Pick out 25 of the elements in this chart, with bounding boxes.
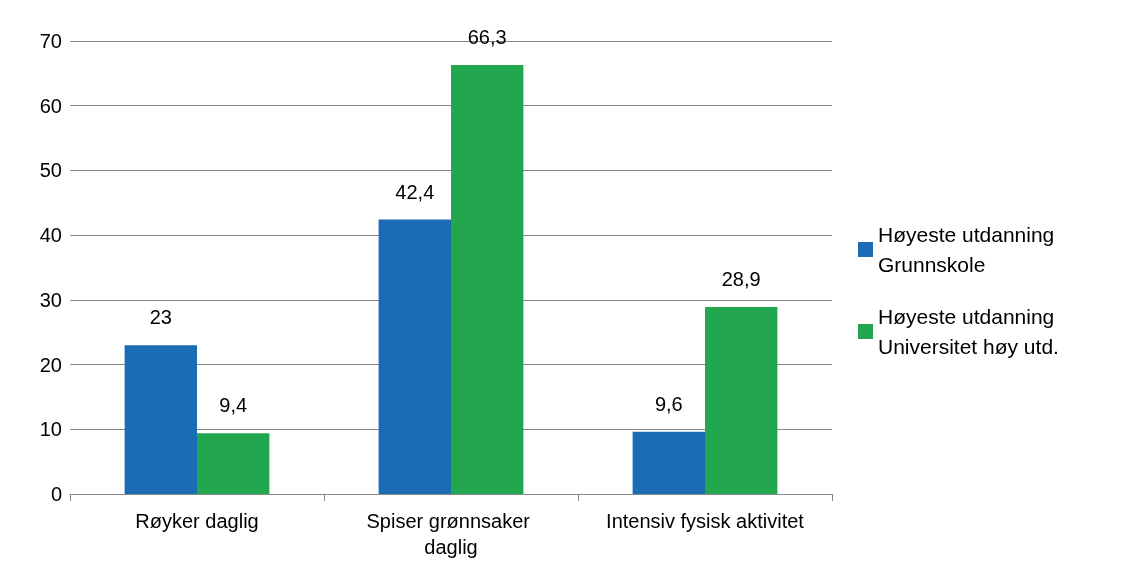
data-label: 66,3 xyxy=(467,25,507,48)
y-tick-label: 10 xyxy=(39,418,62,441)
y-tick-label: 60 xyxy=(39,94,62,117)
y-tick-label: 70 xyxy=(39,30,62,52)
data-label: 9,6 xyxy=(654,392,683,415)
bar xyxy=(451,64,524,494)
legend-label: Høyeste utdanning Grunnskole xyxy=(878,223,1061,276)
x-tick-label: Røyker daglig xyxy=(135,510,259,532)
legend-label: Høyeste utdanning Universitet høy utd. xyxy=(878,305,1061,358)
x-tick-label: Intensiv fysisk aktivitet xyxy=(606,510,805,532)
data-label: 42,4 xyxy=(395,180,435,203)
y-tick-label: 30 xyxy=(39,288,62,311)
bar xyxy=(705,306,778,494)
y-tick-label: 40 xyxy=(39,224,62,247)
bar xyxy=(197,433,270,494)
y-tick-label: 50 xyxy=(39,159,62,182)
x-tick-label: Spiser grønnsaker daglig xyxy=(366,510,536,558)
y-tick-label: 0 xyxy=(50,483,62,505)
data-label: 9,4 xyxy=(219,394,248,417)
y-tick-label: 20 xyxy=(39,353,62,376)
bar xyxy=(632,431,705,494)
data-label: 23 xyxy=(149,306,172,329)
data-label: 28,9 xyxy=(721,267,761,290)
bar xyxy=(378,219,451,494)
bar xyxy=(124,345,197,494)
